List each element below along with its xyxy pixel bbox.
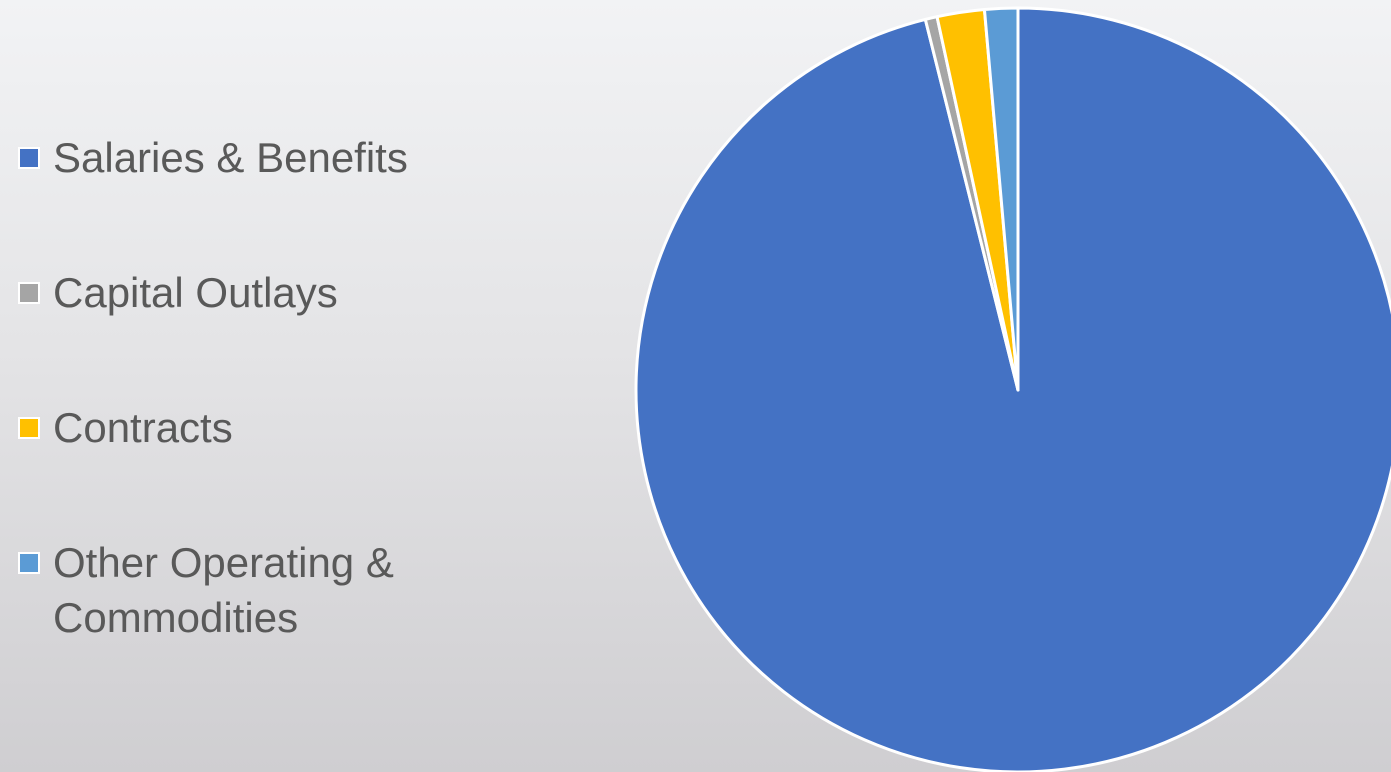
legend-label: Other Operating & Commodities bbox=[53, 539, 394, 641]
pie-slice-0 bbox=[634, 6, 1391, 772]
chart-legend: Salaries & Benefits Capital Outlays Cont… bbox=[18, 130, 518, 645]
legend-label: Salaries & Benefits bbox=[53, 134, 408, 181]
legend-label: Capital Outlays bbox=[53, 269, 338, 316]
pie-slice-3 bbox=[982, 6, 1020, 392]
legend-item-salaries-benefits: Salaries & Benefits bbox=[18, 130, 518, 185]
legend-swatch bbox=[18, 417, 40, 439]
legend-label: Contracts bbox=[53, 404, 233, 451]
legend-item-capital-outlays: Capital Outlays bbox=[18, 265, 518, 320]
legend-item-contracts: Contracts bbox=[18, 400, 518, 455]
legend-swatch bbox=[18, 282, 40, 304]
legend-swatch bbox=[18, 147, 40, 169]
legend-swatch bbox=[18, 552, 40, 574]
legend-item-other-operating-commodities: Other Operating & Commodities bbox=[18, 535, 518, 645]
